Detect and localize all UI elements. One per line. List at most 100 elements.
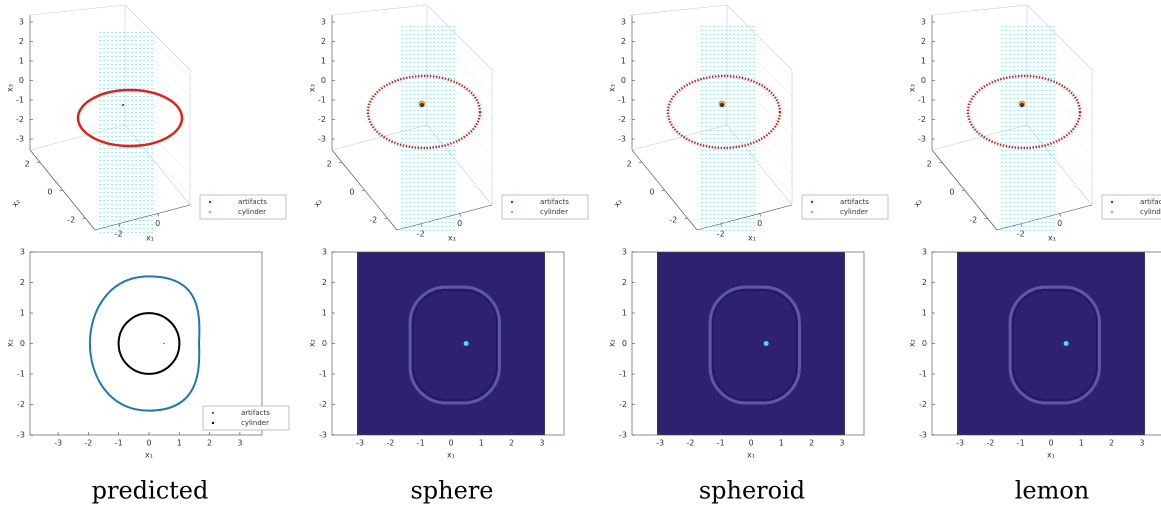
legend-box [501, 194, 589, 220]
y-tick-label: 0 [922, 339, 927, 348]
tick-mark [118, 223, 121, 227]
x1-tick-label: -2 [717, 229, 725, 238]
x3-tick-label: 3 [621, 18, 626, 27]
tick-mark [384, 217, 388, 220]
legend-label: artifacts [540, 198, 569, 206]
x3-axis-label: x₃ [6, 84, 15, 92]
artifact-center [720, 103, 724, 107]
image-ring [408, 285, 501, 405]
x3-tick-label: 1 [19, 57, 24, 66]
legend-marker [510, 210, 514, 214]
x-tick-label: -2 [386, 439, 394, 448]
image-spot [763, 341, 769, 346]
x-tick-label: 2 [809, 439, 814, 448]
x1-tick-label: 0 [457, 219, 462, 228]
grid-line [124, 31, 191, 97]
y-tick-label: -3 [619, 431, 627, 440]
legend-marker [208, 200, 212, 204]
x-tick-label: 0 [448, 439, 453, 448]
x3-axis-label: x₃ [608, 84, 617, 92]
artifact-curve [88, 275, 201, 412]
x1-axis-label: x₁ [448, 234, 456, 243]
x-tick-label: 3 [1139, 439, 1144, 448]
y-tick-label: -2 [619, 400, 627, 409]
grid-line [1026, 89, 1093, 156]
box-line [631, 124, 728, 151]
legend-box [199, 194, 287, 220]
grid-line [1026, 31, 1093, 97]
y-tick-label: 2 [622, 278, 627, 287]
grid-line [726, 109, 793, 175]
y-tick-label: 3 [20, 248, 25, 257]
x-tick-label: -3 [656, 439, 664, 448]
box-line [931, 124, 1028, 151]
box-line [396, 204, 493, 231]
box-line [931, 4, 1028, 16]
box-line [726, 4, 793, 71]
x-tick-label: -1 [1017, 439, 1025, 448]
x-tick-label: 1 [479, 439, 484, 448]
image-ring-inner [712, 289, 798, 401]
image-ring-inner [412, 289, 498, 401]
x3-tick-label: -2 [618, 115, 626, 124]
x2-tick-label: 0 [949, 188, 954, 197]
box-line [29, 4, 126, 16]
artifact-dot [122, 104, 124, 106]
y-tick-label: -2 [17, 400, 25, 409]
image [957, 252, 1145, 435]
grid-line [1026, 128, 1093, 195]
x3-tick-label: -3 [618, 135, 626, 144]
x-tick-label: 0 [748, 439, 753, 448]
grid-line [1026, 70, 1093, 136]
box-line [631, 4, 728, 16]
y-tick-label: 1 [20, 309, 25, 318]
x3-tick-label: -2 [918, 115, 926, 124]
x-tick-label: -3 [956, 439, 964, 448]
grid-line [726, 70, 793, 136]
y-tick-label: 1 [622, 309, 627, 318]
x1-tick-label: -2 [417, 229, 425, 238]
legend-marker [1110, 210, 1114, 214]
tick-mark [36, 161, 40, 164]
x3-tick-label: 0 [621, 76, 626, 85]
x3-tick-label: -1 [318, 96, 326, 105]
box-line [426, 4, 493, 71]
grid-line [124, 70, 191, 136]
x1-tick-label: 0 [155, 219, 160, 228]
x-tick-label: -2 [986, 439, 994, 448]
legend-box [1101, 194, 1161, 220]
x2-tick-label: 2 [927, 160, 932, 169]
x2-axis-label: x₂ [912, 197, 924, 209]
box-line [124, 4, 191, 71]
x-tick-label: -3 [54, 439, 62, 448]
box-line [331, 124, 428, 151]
image-spot [1063, 341, 1069, 346]
image-ring [708, 285, 801, 405]
caption: lemon [1015, 477, 1090, 505]
y-tick-label: -1 [319, 370, 327, 379]
grid-line [726, 31, 793, 97]
legend-marker [211, 421, 215, 425]
x2-tick-label: 2 [327, 160, 332, 169]
grid-line [726, 89, 793, 156]
tick-mark [338, 161, 342, 164]
box-line [996, 204, 1093, 231]
x-tick-label: -2 [84, 439, 92, 448]
tick-mark [59, 189, 63, 192]
grid-line [1026, 11, 1093, 78]
x-tick-label: 3 [839, 439, 844, 448]
x-tick-label: -2 [686, 439, 694, 448]
tick-mark [638, 161, 642, 164]
x2-tick-label: -2 [67, 216, 75, 225]
x-tick-label: 2 [509, 439, 514, 448]
x3-tick-label: 3 [921, 18, 926, 27]
y-axis-label: x₂ [608, 339, 617, 347]
y-tick-label: -1 [619, 370, 627, 379]
legend-marker [1110, 200, 1114, 204]
x3-tick-label: 3 [321, 18, 326, 27]
y-tick-label: 2 [20, 278, 25, 287]
x2-tick-label: 2 [25, 160, 30, 169]
x-tick-label: -1 [717, 439, 725, 448]
legend-marker [810, 200, 814, 204]
